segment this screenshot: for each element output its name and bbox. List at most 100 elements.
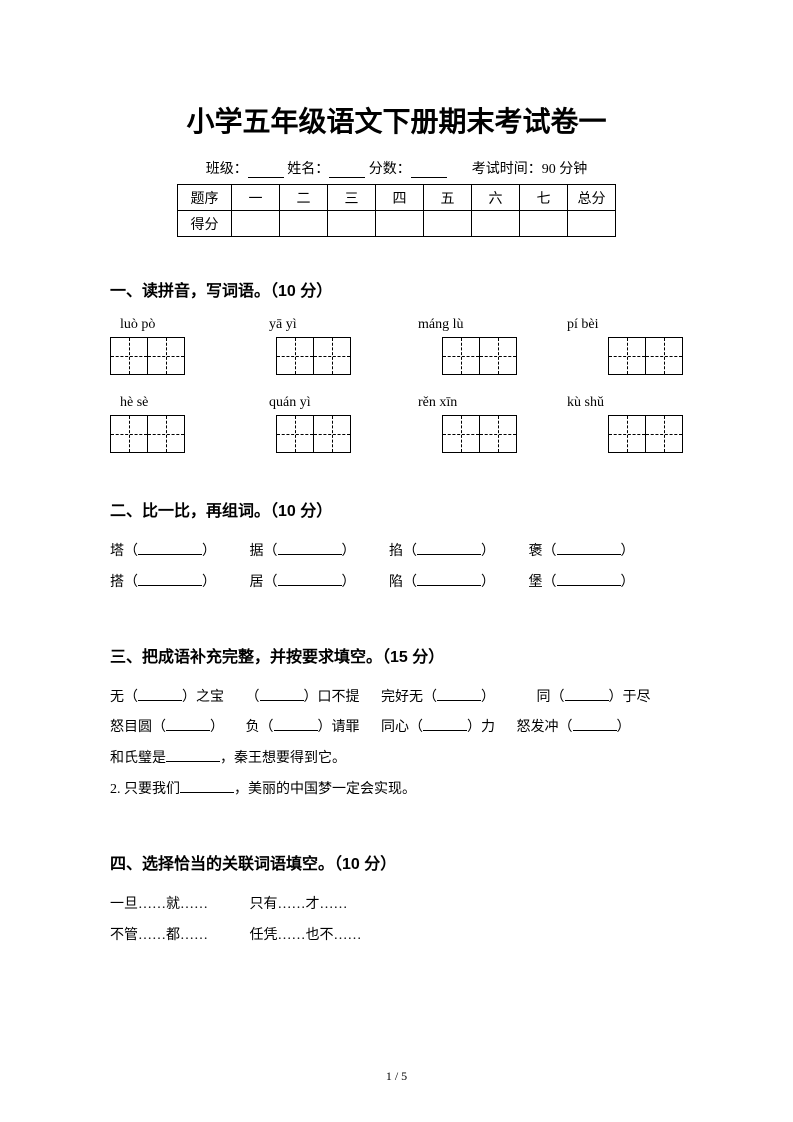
char-box-group[interactable] [608,337,683,375]
cell-blank[interactable] [232,211,280,237]
char-box-group[interactable] [442,415,517,453]
text: ）请罪 [318,720,360,735]
pinyin-item: rěn xīn [418,395,528,411]
cell-header: 四 [376,185,424,211]
text: 不管……都…… [110,928,208,943]
pinyin-item: pí bèi [567,317,677,333]
text: 怒目圆（ [110,720,166,735]
cell-header: 一 [232,185,280,211]
pinyin-row: hè sè quán yì rěn xīn kù shǔ [110,395,683,411]
text: 负（ [246,720,274,735]
text: 无（ [110,690,138,705]
text: 和氏璧是 [110,751,166,766]
text: 2. 只要我们 [110,782,180,797]
fill-blank[interactable] [573,717,617,731]
text: 完好无（ [381,690,437,705]
text: 同心（ [381,720,423,735]
fill-blank[interactable] [565,687,609,701]
page-title: 小学五年级语文下册期末考试卷一 [110,100,683,140]
text: ）力 [467,720,495,735]
fill-blank[interactable] [260,687,304,701]
name-blank[interactable] [329,164,365,178]
fill-blank[interactable] [557,572,621,586]
text: 怒发冲（ [517,720,573,735]
cell-label: 得分 [178,211,232,237]
fill-blank[interactable] [180,779,234,793]
fill-blank[interactable] [138,541,202,555]
score-label: 分数： [369,162,411,177]
fill-blank[interactable] [138,572,202,586]
char: 堡 [529,575,543,590]
class-label: 班级： [206,162,248,177]
fill-blank[interactable] [274,717,318,731]
pinyin-item: kù shǔ [567,395,677,411]
fill-blank[interactable] [417,541,481,555]
char-box-group[interactable] [110,415,185,453]
cell-header: 二 [280,185,328,211]
box-row [110,337,683,375]
compare-line: 搭（） 居（） 陷（） 堡（） [110,568,683,599]
cell-blank[interactable] [520,211,568,237]
text: ） [617,720,631,735]
idiom-line: 无（）之宝 （）口不提 完好无（） 同（）于尽 [110,683,683,714]
char: 据 [250,544,264,559]
char-box-group[interactable] [608,415,683,453]
pinyin-row: luò pò yā yì máng lù pí bèi [110,317,683,333]
section-2: 二、比一比，再组词。（10 分） 塔（） 据（） 掐（） 褒（） 搭（） 居（）… [110,497,683,599]
cell-blank[interactable] [328,211,376,237]
char-box-group[interactable] [110,337,185,375]
box-row [110,415,683,453]
section-4: 四、选择恰当的关联词语填空。（10 分） 一旦……就…… 只有……才…… 不管…… [110,850,683,952]
fill-blank[interactable] [557,541,621,555]
cell-header: 五 [424,185,472,211]
char: 褒 [529,544,543,559]
cell-blank[interactable] [568,211,616,237]
text: ，秦王想要得到它。 [220,751,346,766]
cell-blank[interactable] [376,211,424,237]
text: ）于尽 [609,690,651,705]
text: ） [481,690,495,705]
section-header: 二、比一比，再组词。（10 分） [110,497,683,521]
fill-blank[interactable] [278,541,342,555]
char: 陷 [389,575,403,590]
cell-header: 总分 [568,185,616,211]
char: 搭 [110,575,124,590]
text: ） [210,720,224,735]
sentence-line: 和氏璧是 ，秦王想要得到它。 [110,744,683,775]
cell-header: 三 [328,185,376,211]
time-label: 考试时间：90 分钟 [472,162,588,177]
score-table: 题序 一 二 三 四 五 六 七 总分 得分 [177,184,616,237]
conj-line: 不管……都…… 任凭……也不…… [110,921,683,952]
page-footer: 1 / 5 [0,1069,793,1084]
pinyin-item: yā yì [269,317,379,333]
cell-header: 六 [472,185,520,211]
fill-blank[interactable] [166,717,210,731]
fill-blank[interactable] [417,572,481,586]
char: 塔 [110,544,124,559]
fill-blank[interactable] [278,572,342,586]
char-box-group[interactable] [276,337,351,375]
char: 掐 [389,544,403,559]
char: 居 [250,575,264,590]
class-blank[interactable] [248,164,284,178]
section-3: 三、把成语补充完整，并按要求填空。（15 分） 无（）之宝 （）口不提 完好无（… [110,643,683,806]
char-box-group[interactable] [442,337,517,375]
cell-blank[interactable] [280,211,328,237]
score-blank[interactable] [411,164,447,178]
cell-blank[interactable] [424,211,472,237]
table-row: 题序 一 二 三 四 五 六 七 总分 [178,185,616,211]
idiom-line: 怒目圆（ ） 负（ ）请罪 同心（ ）力 怒发冲（ ） [110,713,683,744]
fill-blank[interactable] [138,687,182,701]
pinyin-item: luò pò [120,317,230,333]
pinyin-item: hè sè [120,395,230,411]
fill-blank[interactable] [423,717,467,731]
text: ）之宝 [182,690,224,705]
cell-header: 题序 [178,185,232,211]
name-label: 姓名： [287,162,329,177]
compare-line: 塔（） 据（） 掐（） 褒（） [110,537,683,568]
fill-blank[interactable] [437,687,481,701]
cell-blank[interactable] [472,211,520,237]
fill-blank[interactable] [166,748,220,762]
char-box-group[interactable] [276,415,351,453]
section-header: 四、选择恰当的关联词语填空。（10 分） [110,850,683,874]
